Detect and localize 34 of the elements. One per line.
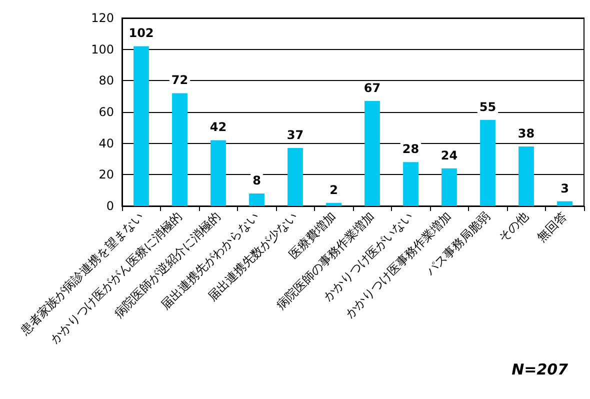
x-tick-label: 無回答 bbox=[534, 209, 570, 244]
bar bbox=[326, 202, 342, 206]
data-label: 72 bbox=[171, 73, 188, 88]
data-label: 37 bbox=[286, 128, 304, 142]
y-tick-label: 40 bbox=[98, 136, 114, 150]
bar bbox=[442, 168, 457, 206]
text: N=207 bbox=[512, 360, 569, 378]
data-label: 3 bbox=[560, 181, 569, 196]
bar bbox=[288, 148, 303, 206]
y-tick-label: 80 bbox=[98, 74, 114, 88]
y-tick-label: 20 bbox=[98, 168, 114, 182]
data-label: 102 bbox=[128, 26, 154, 40]
bar bbox=[134, 46, 149, 206]
data-label: 2 bbox=[330, 182, 338, 197]
data-label: 28 bbox=[402, 142, 420, 156]
bar bbox=[403, 162, 418, 206]
data-label: 24 bbox=[440, 148, 458, 162]
data-label: 67 bbox=[364, 81, 381, 96]
bar bbox=[518, 146, 534, 206]
data-label: 42 bbox=[210, 120, 227, 134]
bar bbox=[249, 193, 264, 206]
y-tick-label: 100 bbox=[91, 42, 114, 56]
bar bbox=[364, 101, 380, 206]
x-tick-label: その他 bbox=[496, 209, 532, 244]
data-label: 38 bbox=[518, 126, 535, 140]
y-tick-label: 0 bbox=[106, 199, 114, 213]
y-tick-label: 60 bbox=[98, 105, 114, 119]
data-label: 8 bbox=[252, 173, 261, 188]
y-tick-label: 120 bbox=[91, 11, 114, 25]
bar bbox=[557, 201, 572, 206]
data-label: 55 bbox=[479, 100, 496, 114]
bar bbox=[480, 120, 496, 206]
bar bbox=[210, 140, 226, 206]
bar bbox=[172, 93, 188, 206]
